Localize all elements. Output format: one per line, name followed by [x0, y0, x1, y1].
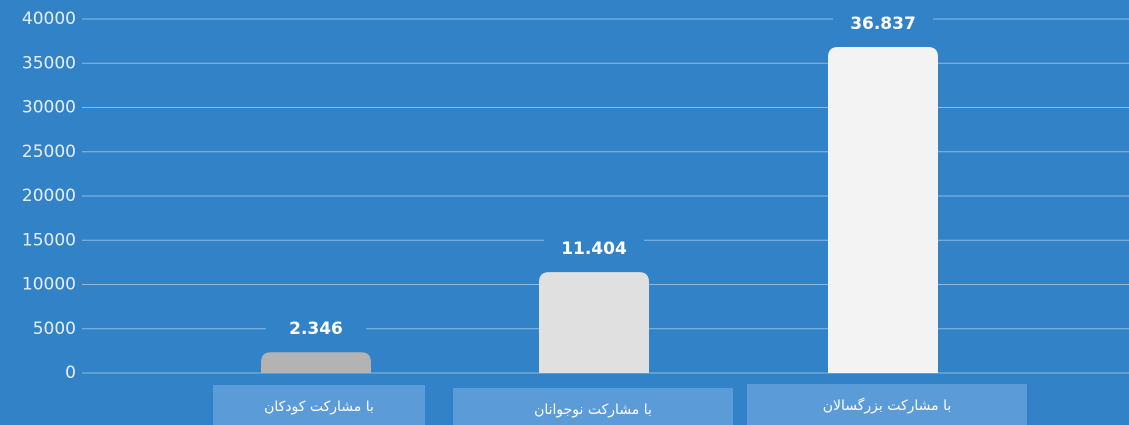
y-tick-label: 10000 [22, 275, 76, 295]
y-tick-label: 30000 [22, 98, 76, 118]
value-label: 36.837 [850, 14, 916, 34]
x-tick-label: با مشارکت نوجوانان [534, 402, 652, 418]
y-tick-label: 40000 [22, 9, 76, 29]
category-box [453, 388, 733, 425]
bar [828, 46, 938, 373]
value-label-bg [833, 10, 933, 35]
category-box [747, 384, 1027, 425]
value-label: 2.346 [289, 319, 343, 339]
category-box [213, 385, 425, 425]
value-label-bg [266, 316, 366, 341]
y-tick-label: 5000 [33, 319, 76, 339]
y-tick-label: 35000 [22, 53, 76, 73]
value-label-bg [544, 236, 644, 261]
y-tick-label: 25000 [22, 142, 76, 162]
x-tick-label: با مشارکت کودکان [264, 399, 374, 415]
value-label: 11.404 [561, 239, 627, 259]
bar [539, 272, 649, 373]
y-tick-label: 20000 [22, 186, 76, 206]
y-tick-label: 0 [65, 363, 76, 383]
y-tick-label: 15000 [22, 230, 76, 250]
x-tick-label: با مشارکت بزرگسالان [823, 397, 952, 414]
bar [261, 352, 371, 373]
